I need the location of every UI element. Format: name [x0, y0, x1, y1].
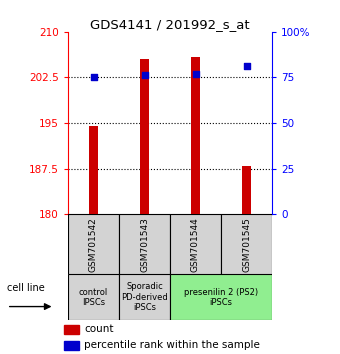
Text: GSM701544: GSM701544 — [191, 217, 200, 272]
Bar — [89, 126, 98, 214]
Text: presenilin 2 (PS2)
iPSCs: presenilin 2 (PS2) iPSCs — [184, 288, 258, 307]
FancyBboxPatch shape — [68, 274, 119, 320]
Text: count: count — [84, 324, 114, 334]
Text: Sporadic
PD-derived
iPSCs: Sporadic PD-derived iPSCs — [121, 282, 168, 312]
Text: cell line: cell line — [7, 283, 45, 293]
Point — [193, 71, 198, 76]
FancyBboxPatch shape — [170, 214, 221, 274]
Point — [91, 74, 96, 79]
FancyBboxPatch shape — [170, 274, 272, 320]
Bar — [191, 57, 200, 214]
Bar — [242, 166, 251, 214]
Text: GSM701542: GSM701542 — [89, 217, 98, 272]
FancyBboxPatch shape — [119, 274, 170, 320]
Bar — [140, 59, 149, 214]
Point — [142, 72, 147, 78]
Text: GSM701545: GSM701545 — [242, 217, 251, 272]
Bar — [64, 341, 79, 350]
Point — [244, 64, 249, 69]
Title: GDS4141 / 201992_s_at: GDS4141 / 201992_s_at — [90, 18, 250, 31]
Text: GSM701543: GSM701543 — [140, 217, 149, 272]
FancyBboxPatch shape — [68, 214, 119, 274]
Text: percentile rank within the sample: percentile rank within the sample — [84, 340, 260, 350]
FancyBboxPatch shape — [221, 214, 272, 274]
Text: control
IPSCs: control IPSCs — [79, 288, 108, 307]
FancyBboxPatch shape — [119, 214, 170, 274]
Bar — [64, 325, 79, 334]
